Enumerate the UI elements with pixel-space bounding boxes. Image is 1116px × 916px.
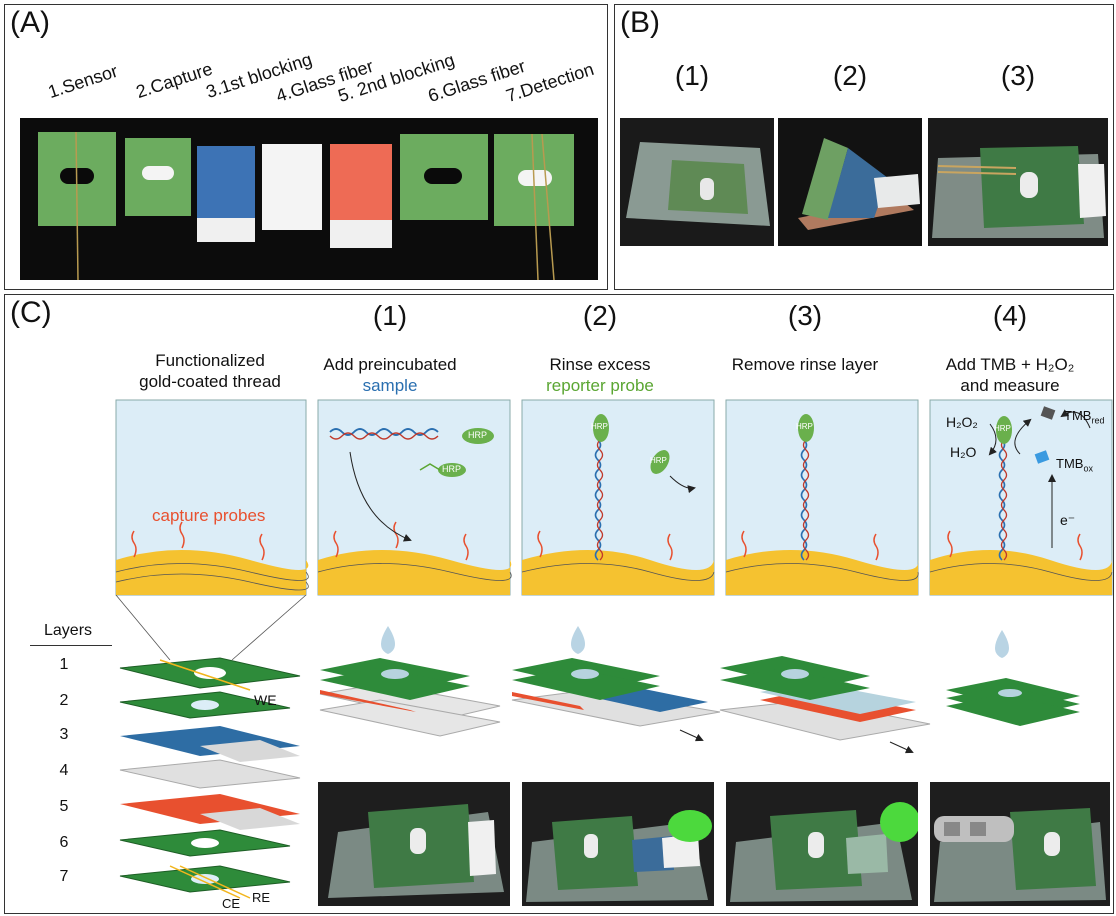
layers-rule <box>30 645 112 646</box>
panel-c-photo-1 <box>318 782 510 906</box>
panel-c-step-2: (2) <box>582 300 618 331</box>
strip-glass-fiber-1 <box>262 144 322 230</box>
tmbred-label: TMBred <box>1064 408 1104 426</box>
col4-caption-line2: and measure <box>960 376 1060 395</box>
panel-c-step-4: (4) <box>992 300 1028 331</box>
layer-number-1: 1 <box>59 656 69 673</box>
h2o-label: H₂O <box>950 444 977 460</box>
ce-label: CE <box>222 896 241 911</box>
tmbox-label: TMBox <box>1056 456 1093 474</box>
layer-number-3: 3 <box>59 726 69 743</box>
col0-caption-line1: Functionalized <box>155 351 265 370</box>
panel-b-step-3: (3) <box>1000 60 1036 91</box>
hrp-label-1: HRP <box>468 430 488 440</box>
layer-number-6: 6 <box>59 834 69 851</box>
hrp-label-3: HRP <box>591 422 608 431</box>
col2-caption-line2: reporter probe <box>546 376 654 395</box>
tmbox-label-main: TMB <box>1056 456 1084 471</box>
col3-caption-line1: Remove rinse layer <box>731 355 879 374</box>
tmbred-label-main: TMB <box>1064 408 1092 423</box>
panel-a-frame <box>4 4 608 290</box>
hrp-label-2: HRP <box>442 464 462 474</box>
strip-1st-blocking <box>197 146 255 218</box>
strip-2nd-blocking <box>330 144 392 220</box>
panel-b-step-2: (2) <box>832 60 868 91</box>
layer-number-7: 7 <box>59 868 69 885</box>
re-label: RE <box>252 890 271 905</box>
panel-b-step-1: (1) <box>674 60 710 91</box>
panel-c-photo-2 <box>522 782 714 906</box>
layers-title: Layers <box>44 622 93 639</box>
capture-probes-label: capture probes <box>152 506 266 525</box>
col0-caption-line2: gold-coated thread <box>139 372 281 391</box>
col0-caption: Functionalized gold-coated thread <box>110 350 310 392</box>
tmbred-label-sub: red <box>1091 415 1105 426</box>
electron-label: e⁻ <box>1060 512 1076 528</box>
col1-caption-line2: sample <box>362 376 418 395</box>
we-label: WE <box>254 692 277 708</box>
col3-caption: Remove rinse layer <box>705 354 905 375</box>
panel-c-step-1: (1) <box>372 300 408 331</box>
panel-b-label: (B) <box>620 6 660 39</box>
panel-b-frame <box>614 4 1114 290</box>
layer-number-5: 5 <box>59 798 69 815</box>
panel-c-photo-4 <box>930 782 1110 906</box>
panel-c-step-3: (3) <box>787 300 823 331</box>
layer-number-2: 2 <box>59 692 69 709</box>
tmbox-label-sub: ox <box>1083 463 1093 474</box>
panel-c-frame <box>4 294 1114 914</box>
panel-c-label: (C) <box>10 296 52 329</box>
hrp-label-4: HRP <box>650 456 667 465</box>
panel-a-label: (A) <box>10 6 50 39</box>
panel-a-photo <box>20 118 598 280</box>
hrp-label-6: HRP <box>994 424 1011 433</box>
panel-b-photo-2 <box>778 118 922 246</box>
panel-b-photo-3 <box>928 118 1108 246</box>
panel-c-photo-3 <box>726 782 918 906</box>
layer-number-4: 4 <box>59 762 69 779</box>
h2o2-label: H₂O₂ <box>946 414 978 430</box>
col2-caption-line1: Rinse excess <box>549 355 651 374</box>
col4-caption: Add TMB + H₂O₂ and measure <box>910 354 1110 396</box>
col2-caption: Rinse excess reporter probe <box>500 354 700 396</box>
col1-caption-line1: Add preincubated <box>323 355 457 374</box>
panel-b-photo-1 <box>620 118 774 246</box>
col1-caption: Add preincubated sample <box>290 354 490 396</box>
hrp-label-5: HRP <box>796 422 813 431</box>
col4-caption-line1: Add TMB + H₂O₂ <box>945 355 1075 374</box>
